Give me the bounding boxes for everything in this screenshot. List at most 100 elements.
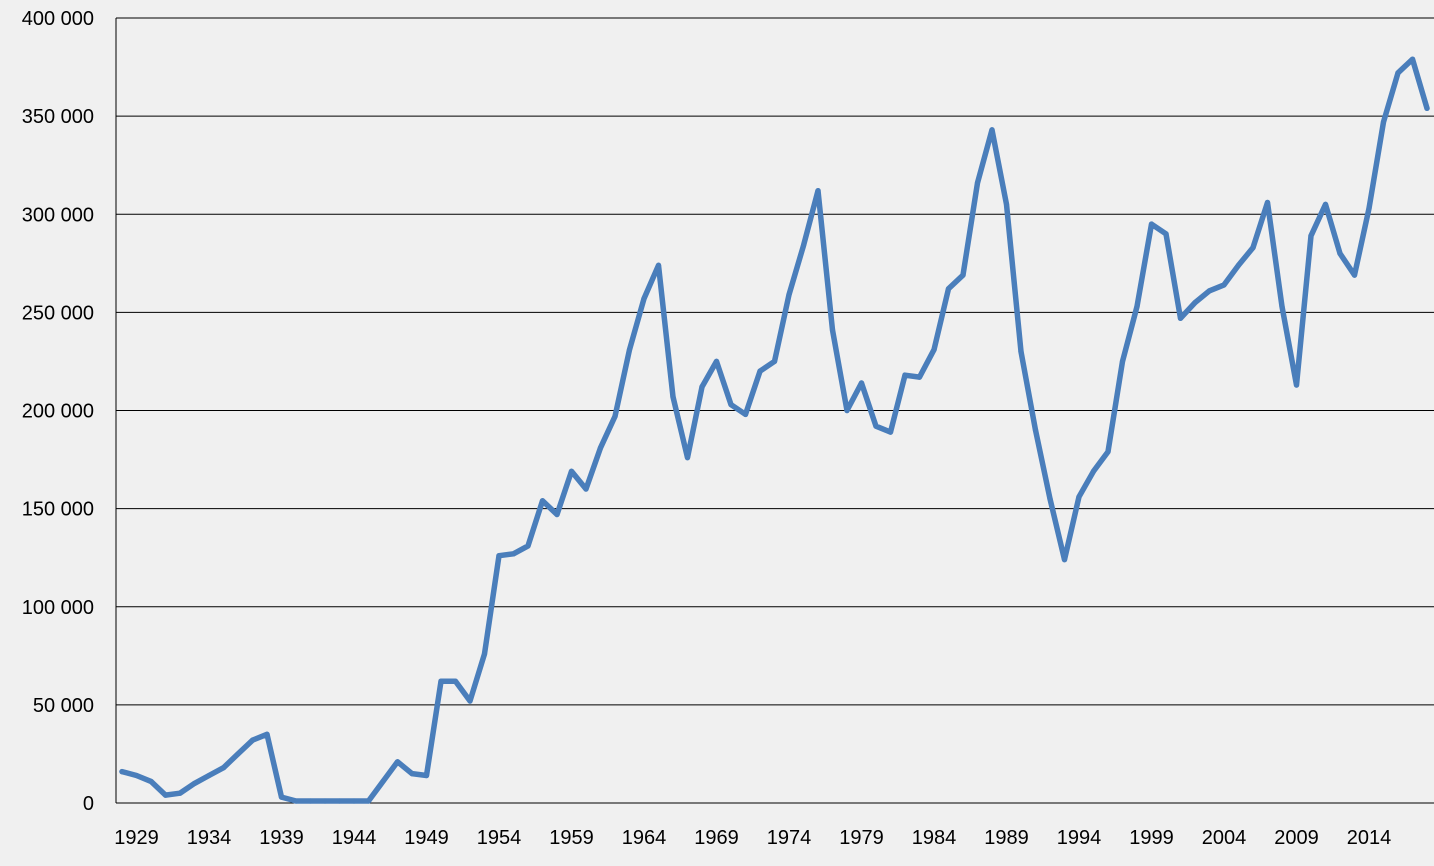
data-point [858,380,865,386]
data-point [597,445,604,451]
data-point [815,188,821,194]
data-point [641,296,647,302]
data-point [945,286,952,292]
data-point [800,243,807,249]
data-point [336,798,343,804]
gridlines [116,17,1434,706]
data-point [1003,201,1010,207]
data-point [757,368,763,374]
data-point [293,798,299,804]
data-point [612,413,618,419]
x-tick-label: 1979 [839,827,884,849]
x-tick-label: 1994 [1057,827,1102,849]
data-point [873,423,879,429]
data-point [133,772,140,779]
data-point [1192,300,1198,306]
data-point [365,798,372,804]
x-tick-label: 1944 [332,827,377,849]
data-point [771,358,778,364]
y-tick-label: 100 000 [22,597,94,619]
x-tick-label: 1954 [477,827,522,849]
data-point [1105,449,1111,455]
data-point [191,780,198,787]
data-point [1337,250,1343,257]
data-point [380,778,386,785]
data-point [699,384,705,390]
data-point [322,798,328,804]
data-point [1293,382,1300,388]
data-point [1380,119,1387,125]
y-tick-label: 250 000 [22,302,94,324]
data-point [713,358,720,364]
data-point [1047,496,1053,502]
data-point [1119,358,1126,364]
x-tick-label: 1984 [912,827,957,849]
series-layer [119,56,1430,804]
data-point [902,372,908,378]
data-point [1018,349,1024,355]
data-point [206,772,212,779]
data-point [1424,105,1430,111]
data-point [1090,468,1097,474]
data-point [786,292,792,298]
x-tick-label: 1964 [622,827,667,849]
data-point [1235,262,1242,268]
y-tick-label: 300 000 [22,204,94,226]
data-point [1163,231,1169,237]
data-point [1264,199,1271,206]
data-point [1177,315,1184,321]
data-point [409,771,415,777]
y-tick-label: 0 [83,793,94,815]
data-point [148,778,154,785]
data-point [177,790,183,796]
y-tick-label: 350 000 [22,106,94,128]
data-point [1032,427,1039,433]
data-point [452,678,459,684]
data-point [162,792,169,798]
data-point [989,127,995,133]
x-tick-label: 1939 [259,827,304,849]
data-point [916,374,923,380]
data-point [1279,303,1285,310]
data-point [1250,245,1256,251]
data-point [1322,201,1329,207]
data-point [1366,205,1372,211]
data-point [496,553,502,559]
x-tick-label: 1929 [114,827,159,849]
data-point [1395,70,1401,76]
y-tick-label: 200 000 [22,401,94,423]
data-point [960,272,966,278]
x-tick-label: 1959 [549,827,594,849]
series-line [119,56,1430,804]
data-point [684,455,691,461]
data-point [829,327,836,333]
data-point [1076,494,1082,500]
x-tick-label: 1969 [694,827,739,849]
data-point [1351,272,1358,278]
data-point [539,498,546,504]
data-point [1221,282,1227,288]
x-tick-label: 1934 [187,827,232,849]
data-point [264,731,270,737]
data-point [249,737,256,743]
data-point [119,769,125,775]
data-point [307,798,314,804]
data-point [510,551,517,557]
data-point [1148,221,1155,227]
data-point [844,407,850,414]
data-point [974,180,981,186]
data-point [1061,557,1068,563]
data-point [351,798,357,804]
x-tick-label: 2009 [1274,827,1319,849]
x-axis-tick-labels: 1929 1934 1939 1944 1949 1954 1959 1964 1969 1974… [114,827,1391,849]
data-point [554,511,560,518]
data-point [438,678,444,684]
data-point [887,429,894,435]
data-point [1308,233,1314,239]
x-tick-label: 1974 [767,827,812,849]
data-point [1409,56,1416,62]
data-point [568,468,575,474]
data-point [278,794,285,800]
data-point [742,411,749,417]
data-point [583,486,589,492]
